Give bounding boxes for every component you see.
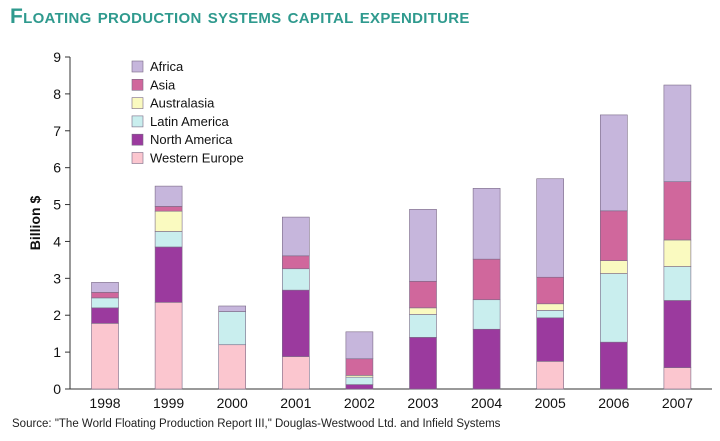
legend-label: North America: [150, 132, 233, 147]
y-tick-label: 5: [53, 197, 61, 213]
bar-segment: [218, 305, 246, 312]
bar-segment: [536, 317, 565, 362]
x-tick-label: 2001: [280, 395, 311, 411]
bar-segment: [281, 216, 310, 257]
legend-swatch: [131, 152, 144, 164]
legend-swatch: [131, 60, 144, 73]
bar-segment: [154, 185, 183, 207]
bar-segment: [409, 314, 437, 338]
bar-segment: [599, 341, 628, 390]
bar-segment: [345, 331, 374, 360]
bar-segment: [599, 210, 628, 261]
bar-segment: [599, 114, 628, 212]
bar-segment: [281, 255, 310, 270]
x-tick-label: 2007: [662, 395, 693, 411]
bar-segment: [409, 280, 437, 309]
bar-segment: [281, 289, 310, 357]
x-tick-label: 2000: [217, 395, 248, 411]
x-tick-label: 2006: [598, 395, 629, 411]
bar-segment: [218, 311, 246, 346]
bar-segment: [91, 307, 119, 324]
bar-segment: [472, 258, 501, 301]
y-tick-label: 8: [53, 86, 61, 102]
bar-segment: [154, 206, 183, 212]
legend: Africa Asia Australasia Latin America North …: [131, 59, 244, 166]
bar-segment: [472, 188, 501, 260]
bar-segment: [91, 323, 119, 390]
y-tick-group: 0 1 2 3 4 5 6 7 8 9: [53, 49, 70, 397]
y-tick-label: 0: [53, 381, 61, 397]
y-tick-label: 3: [53, 270, 61, 286]
y-tick-label: 7: [53, 123, 61, 139]
bar-segment: [345, 384, 374, 390]
x-tick-label: 2003: [407, 395, 438, 411]
bar-segment: [663, 181, 692, 241]
source-note: Source: "The World Floating Production R…: [12, 418, 501, 430]
y-tick-label: 1: [53, 344, 61, 360]
bar-segment: [472, 328, 501, 390]
bar-segment: [536, 303, 565, 311]
bar-segment: [663, 239, 692, 267]
x-tick-label: 2004: [471, 395, 502, 411]
bar-segment: [154, 210, 183, 232]
bar-segment: [154, 231, 183, 248]
legend-swatch: [131, 133, 144, 146]
bar-segment: [154, 246, 183, 303]
bar-segment: [536, 276, 565, 305]
legend-label: Asia: [150, 77, 176, 92]
bar-segment: [91, 282, 119, 293]
bar-segment: [345, 376, 374, 385]
legend-label: Africa: [150, 59, 184, 74]
legend-swatch: [131, 97, 144, 109]
bar-segment: [281, 268, 310, 291]
x-tick-label: 1999: [153, 395, 184, 411]
x-tick-label: 2005: [535, 395, 566, 411]
bar-segment: [663, 367, 692, 390]
bar-segment: [663, 266, 692, 301]
bar-segment: [599, 260, 628, 274]
bar-segment: [345, 358, 374, 376]
x-tick-group: 1998 1999 2000 2001 2002 2003 2004 2005 2006 2007: [89, 395, 693, 411]
bar-segment: [409, 307, 437, 315]
bar-segment: [663, 84, 692, 182]
chart-title: Floating production systems capital expe…: [10, 5, 470, 28]
legend-label: Latin America: [150, 114, 230, 129]
bar-segment: [663, 300, 692, 368]
bar-segment: [281, 356, 310, 390]
bar-segment: [536, 310, 565, 319]
bar-segment: [154, 302, 183, 390]
legend-swatch: [131, 115, 144, 128]
bar-segment: [91, 297, 119, 309]
y-tick-label: 2: [53, 307, 61, 323]
y-tick-label: 6: [53, 160, 61, 176]
y-axis-label: Billion $: [27, 196, 43, 251]
y-tick-label: 4: [53, 233, 61, 249]
bar-segment: [536, 178, 565, 278]
x-tick-label: 2002: [344, 395, 375, 411]
y-tick-label: 9: [53, 49, 61, 65]
bar-segment: [599, 273, 628, 343]
bar-segment: [472, 299, 501, 330]
bar-segment: [218, 344, 246, 390]
legend-swatch: [131, 79, 144, 91]
bar-segment: [409, 337, 437, 390]
bar-segment: [409, 209, 437, 282]
bar-segment: [91, 292, 119, 299]
x-tick-label: 1998: [89, 395, 120, 411]
bar-group: [91, 84, 692, 390]
legend-label: Western Europe: [150, 151, 244, 166]
legend-label: Australasia: [150, 96, 215, 111]
bar-segment: [536, 361, 565, 390]
